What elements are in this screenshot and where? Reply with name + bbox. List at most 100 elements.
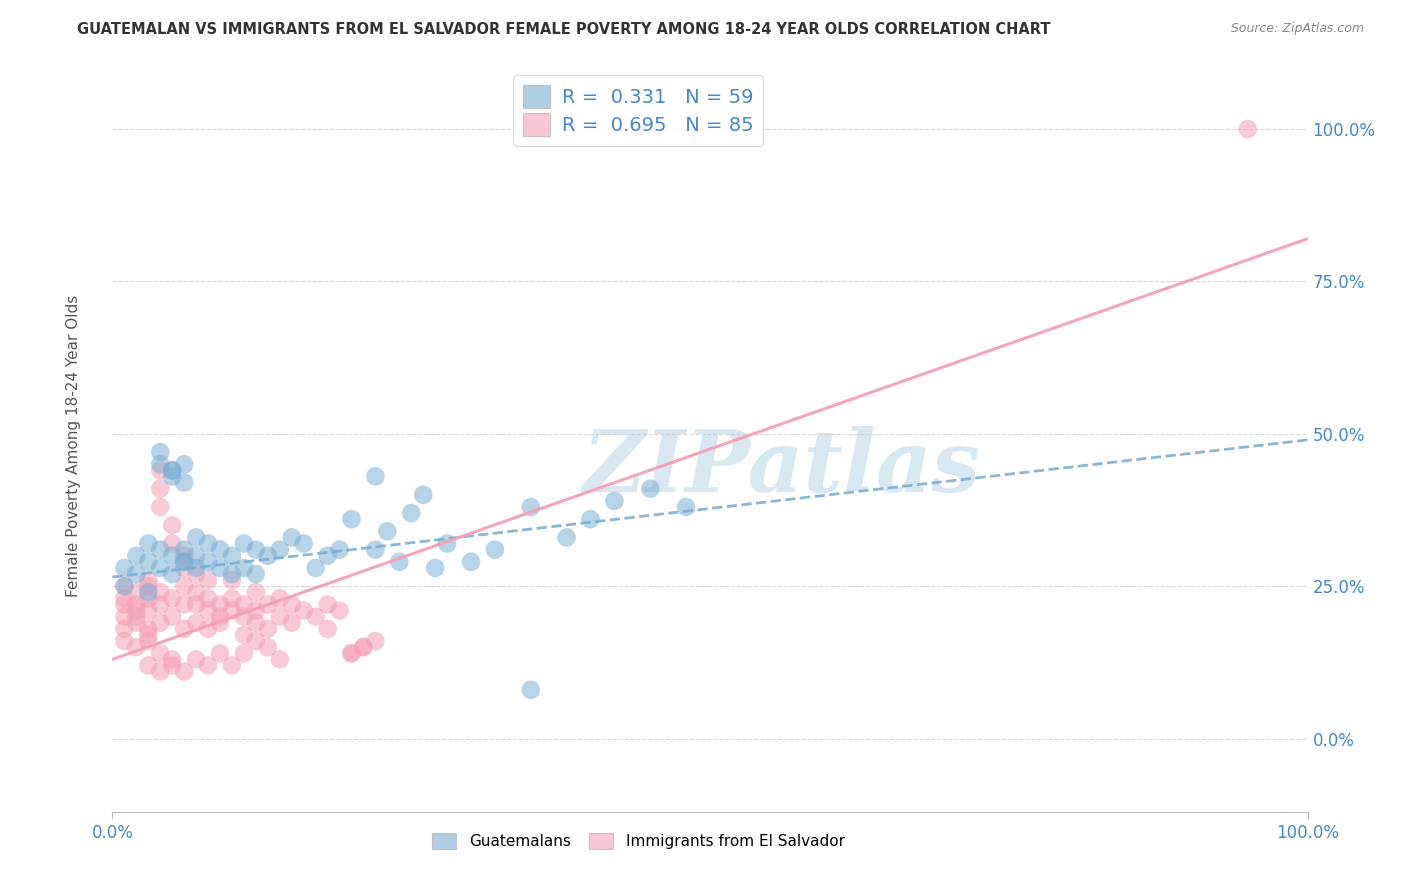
Point xyxy=(269,542,291,557)
Point xyxy=(138,591,160,606)
Point xyxy=(257,640,280,655)
Point xyxy=(173,555,195,569)
Point xyxy=(579,512,602,526)
Point xyxy=(149,500,172,514)
Point xyxy=(149,457,172,471)
Point xyxy=(197,536,219,550)
Point xyxy=(221,658,243,673)
Point xyxy=(186,549,208,563)
Point xyxy=(114,634,135,648)
Point xyxy=(125,609,148,624)
Point xyxy=(340,512,363,526)
Point xyxy=(257,598,280,612)
Point xyxy=(197,658,219,673)
Point xyxy=(316,598,339,612)
Point xyxy=(125,567,148,582)
Point xyxy=(221,604,243,618)
Point xyxy=(281,598,304,612)
Point xyxy=(316,622,339,636)
Point xyxy=(377,524,399,539)
Text: Female Poverty Among 18-24 Year Olds: Female Poverty Among 18-24 Year Olds xyxy=(66,295,80,597)
Point xyxy=(257,622,280,636)
Point xyxy=(292,604,315,618)
Point xyxy=(149,598,172,612)
Point xyxy=(173,561,195,575)
Point xyxy=(675,500,697,514)
Point xyxy=(125,598,148,612)
Point xyxy=(197,604,219,618)
Point xyxy=(209,561,232,575)
Point xyxy=(281,530,304,544)
Point xyxy=(138,585,160,599)
Point xyxy=(149,542,172,557)
Point xyxy=(233,598,256,612)
Point xyxy=(125,604,148,618)
Point xyxy=(364,542,387,557)
Point xyxy=(125,615,148,630)
Point xyxy=(138,579,160,593)
Point xyxy=(114,622,135,636)
Point xyxy=(245,585,267,599)
Point xyxy=(197,622,219,636)
Point xyxy=(233,536,256,550)
Point xyxy=(162,609,183,624)
Point xyxy=(125,585,148,599)
Point xyxy=(149,561,172,575)
Point xyxy=(329,604,352,618)
Point xyxy=(114,579,135,593)
Point xyxy=(484,542,506,557)
Point xyxy=(221,567,243,582)
Point xyxy=(281,615,304,630)
Point xyxy=(305,609,328,624)
Point xyxy=(555,530,578,544)
Point xyxy=(173,622,195,636)
Point xyxy=(221,549,243,563)
Point xyxy=(138,555,160,569)
Point xyxy=(162,567,183,582)
Point xyxy=(173,475,195,490)
Point xyxy=(209,609,232,624)
Point xyxy=(209,598,232,612)
Point xyxy=(245,604,267,618)
Text: GUATEMALAN VS IMMIGRANTS FROM EL SALVADOR FEMALE POVERTY AMONG 18-24 YEAR OLDS C: GUATEMALAN VS IMMIGRANTS FROM EL SALVADO… xyxy=(77,22,1050,37)
Point xyxy=(269,591,291,606)
Point xyxy=(162,658,183,673)
Point xyxy=(436,536,458,550)
Point xyxy=(186,598,208,612)
Point xyxy=(329,542,352,557)
Point xyxy=(401,506,423,520)
Point xyxy=(305,561,328,575)
Point xyxy=(364,469,387,483)
Point xyxy=(257,549,280,563)
Point xyxy=(138,573,160,587)
Point xyxy=(245,634,267,648)
Point xyxy=(209,646,232,660)
Point xyxy=(186,530,208,544)
Legend: Guatemalans, Immigrants from El Salvador: Guatemalans, Immigrants from El Salvador xyxy=(426,827,851,855)
Point xyxy=(173,457,195,471)
Point xyxy=(125,640,148,655)
Point xyxy=(162,469,183,483)
Point xyxy=(114,591,135,606)
Point xyxy=(149,646,172,660)
Point xyxy=(114,598,135,612)
Point xyxy=(197,555,219,569)
Point xyxy=(149,615,172,630)
Point xyxy=(149,665,172,679)
Point xyxy=(186,615,208,630)
Point xyxy=(603,494,626,508)
Point xyxy=(138,658,160,673)
Point xyxy=(162,591,183,606)
Point xyxy=(162,518,183,533)
Point xyxy=(186,561,208,575)
Point xyxy=(352,640,374,655)
Point xyxy=(460,555,482,569)
Point xyxy=(138,622,160,636)
Point xyxy=(138,628,160,642)
Point xyxy=(233,646,256,660)
Point xyxy=(125,549,148,563)
Point xyxy=(197,591,219,606)
Point xyxy=(245,615,267,630)
Point xyxy=(340,646,363,660)
Point xyxy=(173,549,195,563)
